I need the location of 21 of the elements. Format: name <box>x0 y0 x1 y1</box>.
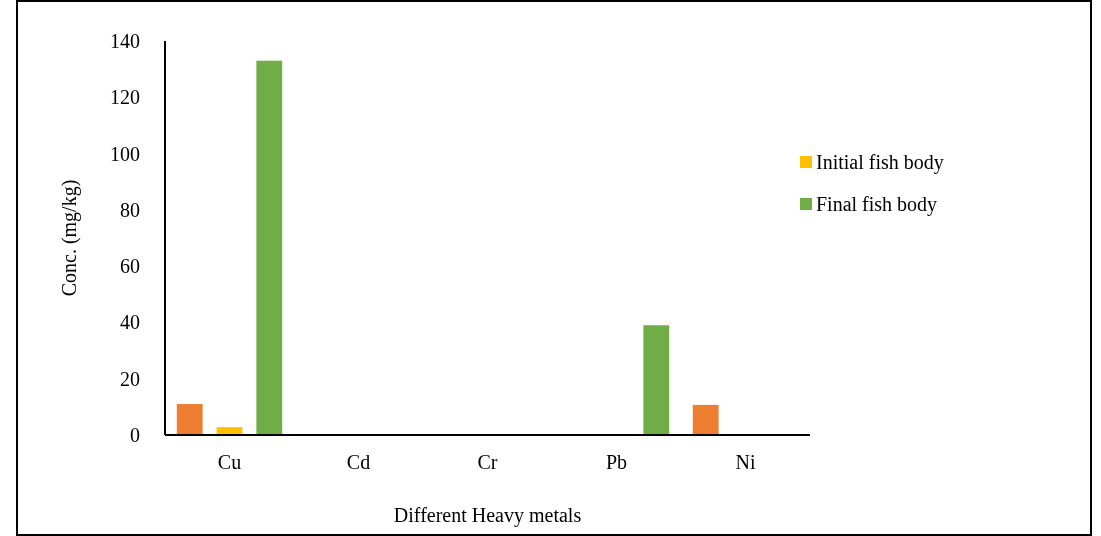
y-tick-label: 120 <box>110 86 140 109</box>
x-tick-label: Cd <box>346 451 371 474</box>
x-tick-label: Cu <box>217 451 242 474</box>
y-tick-label: 60 <box>120 255 140 278</box>
bar <box>176 404 203 435</box>
x-tick-label: Cr <box>477 451 498 474</box>
x-axis-title: Different Heavy metals <box>393 504 582 527</box>
bar <box>692 404 719 435</box>
x-tick-label: Pb <box>605 451 628 474</box>
y-tick-label: 40 <box>120 311 140 334</box>
legend-label: Initial fish body <box>816 151 944 174</box>
x-tick-label: Ni <box>735 451 756 474</box>
y-tick-label: 0 <box>130 424 140 446</box>
y-axis-title: Conc. (mg/kg) <box>58 179 81 297</box>
y-tick-label: 140 <box>110 30 140 52</box>
y-tick-label: 80 <box>120 198 140 221</box>
y-tick-label: 100 <box>110 142 140 165</box>
bar <box>643 325 670 435</box>
legend-label: Final fish body <box>816 193 938 216</box>
y-tick-label: 20 <box>120 367 140 390</box>
bar <box>256 60 283 435</box>
